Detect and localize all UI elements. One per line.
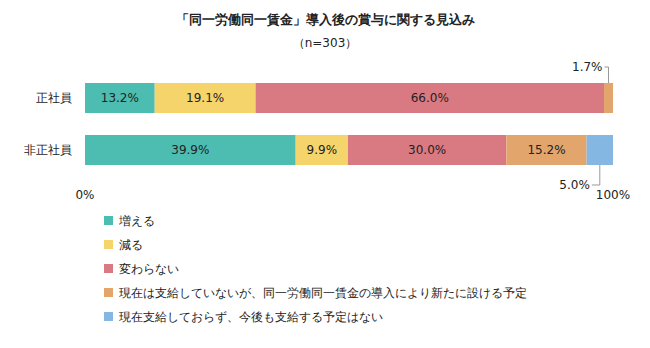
legend-label: 現在支給しておらず、今後も支給する予定はない <box>119 310 383 324</box>
data-label: 1.7% <box>572 60 603 74</box>
bar-segment <box>256 83 604 113</box>
legend-label: 減る <box>119 238 143 252</box>
bar-segment <box>85 83 155 113</box>
legend-label: 変わらない <box>119 262 179 276</box>
bar-segment <box>604 83 613 113</box>
data-label: 19.1% <box>186 91 224 105</box>
data-label: 15.2% <box>527 143 565 157</box>
data-label: 39.9% <box>171 143 209 157</box>
bar-segment <box>348 135 506 165</box>
bar-segment <box>155 83 256 113</box>
legend-label: 現在は支給していないが、同一労働同一賃金の導入により新たに設ける予定 <box>119 286 527 300</box>
legend-swatch <box>104 312 113 321</box>
data-label: 9.9% <box>307 143 338 157</box>
bar-segment <box>613 83 614 113</box>
leader-line <box>605 67 609 83</box>
data-label: 5.0% <box>559 178 590 192</box>
legend-swatch <box>104 288 113 297</box>
category-label: 正社員 <box>36 91 72 105</box>
data-label: 13.2% <box>101 91 139 105</box>
tick-label: 100% <box>596 188 630 202</box>
legend-label: 増える <box>118 214 155 228</box>
bars <box>85 83 613 165</box>
legend-swatch <box>104 240 113 249</box>
chart: 「同一労働同一賃金」導入後の賞与に関する見込み （n=303） 正社員非正社員 13.… <box>0 0 650 348</box>
legend-swatch <box>104 264 113 273</box>
bar-segment <box>85 135 296 165</box>
legend-swatch <box>104 216 113 225</box>
data-label: 66.0% <box>411 91 449 105</box>
leader-line <box>592 165 600 185</box>
title: 「同一労働同一賃金」導入後の賞与に関する見込み <box>176 12 475 27</box>
bar-segment <box>296 135 348 165</box>
tick-label: 0% <box>75 188 94 202</box>
category-label: 非正社員 <box>24 143 72 157</box>
data-label: 30.0% <box>408 143 446 157</box>
bar-segment <box>506 135 586 165</box>
bar-segment <box>587 135 613 165</box>
subtitle: （n=303） <box>293 36 358 50</box>
